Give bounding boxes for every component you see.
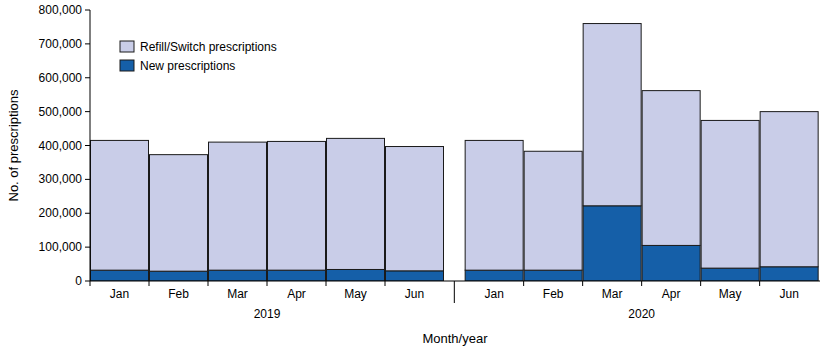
y-tick bbox=[85, 213, 90, 214]
x-tick bbox=[700, 281, 701, 286]
bar-segment bbox=[583, 206, 641, 281]
bar-segment bbox=[583, 24, 641, 206]
bar-segment bbox=[465, 140, 523, 270]
bar-segment bbox=[760, 112, 818, 267]
x-group-label: 2020 bbox=[628, 307, 655, 321]
x-tick-label: Feb bbox=[168, 287, 189, 301]
y-tick bbox=[85, 10, 90, 11]
bar-segment bbox=[209, 142, 267, 270]
x-tick bbox=[582, 281, 583, 286]
x-tick-label: May bbox=[344, 287, 367, 301]
y-tick bbox=[85, 281, 90, 282]
y-tick bbox=[85, 77, 90, 78]
y-tick-label: 500,000 bbox=[39, 105, 83, 119]
x-axis bbox=[90, 281, 820, 282]
x-tick-label: Jun bbox=[779, 287, 798, 301]
y-tick bbox=[85, 247, 90, 248]
bar-segment bbox=[150, 155, 208, 272]
bar-segment bbox=[327, 269, 385, 281]
y-axis bbox=[90, 10, 91, 281]
bar-segment bbox=[524, 151, 582, 270]
y-tick-label: 700,000 bbox=[39, 37, 83, 51]
x-tick-label: Apr bbox=[287, 287, 306, 301]
x-tick bbox=[90, 281, 91, 286]
bar-segment bbox=[524, 270, 582, 281]
x-tick bbox=[385, 281, 386, 286]
legend-label: New prescriptions bbox=[140, 59, 235, 73]
bar-segment bbox=[642, 245, 700, 281]
group-separator bbox=[454, 281, 455, 303]
bar-segment bbox=[386, 271, 444, 281]
x-tick-label: May bbox=[719, 287, 742, 301]
x-tick-label: Jan bbox=[484, 287, 503, 301]
x-tick-label: Feb bbox=[543, 287, 564, 301]
bar-segment bbox=[268, 141, 326, 270]
bar-segment bbox=[386, 147, 444, 271]
legend-swatch bbox=[120, 41, 134, 52]
y-tick-label: 100,000 bbox=[39, 240, 83, 254]
chart: 0 100,000 200,000 300,000 400,000 500,000 600,… bbox=[0, 0, 834, 349]
bar-segment bbox=[760, 267, 818, 281]
x-tick-label: Apr bbox=[662, 287, 681, 301]
x-tick-label: Mar bbox=[227, 287, 248, 301]
x-tick bbox=[641, 281, 642, 286]
legend-swatch bbox=[120, 60, 134, 71]
x-tick bbox=[208, 281, 209, 286]
bar-segment bbox=[642, 91, 700, 246]
bar-segment bbox=[327, 138, 385, 269]
bar-segment bbox=[465, 270, 523, 281]
y-axis-title: No. of prescriptions bbox=[6, 89, 21, 201]
x-tick bbox=[326, 281, 327, 286]
bar-segment bbox=[268, 270, 326, 281]
bar-segment bbox=[701, 268, 759, 281]
y-tick bbox=[85, 111, 90, 112]
y-tick-label: 0 bbox=[75, 274, 82, 288]
legend-label: Refill/Switch prescriptions bbox=[140, 40, 277, 54]
y-tick-label: 600,000 bbox=[39, 71, 83, 85]
x-tick bbox=[149, 281, 150, 286]
bar-segment bbox=[701, 120, 759, 268]
y-tick bbox=[85, 145, 90, 146]
y-tick-label: 800,000 bbox=[39, 3, 83, 17]
bar-segment bbox=[150, 271, 208, 281]
x-tick bbox=[523, 281, 524, 286]
x-tick-label: Mar bbox=[602, 287, 623, 301]
x-tick-label: Jan bbox=[110, 287, 129, 301]
x-group-label: 2019 bbox=[254, 307, 281, 321]
y-tick bbox=[85, 179, 90, 180]
bar-segment bbox=[209, 270, 267, 281]
y-tick bbox=[85, 43, 90, 44]
x-tick-label: Jun bbox=[405, 287, 424, 301]
x-tick bbox=[267, 281, 268, 286]
bars bbox=[91, 24, 819, 281]
y-tick-label: 200,000 bbox=[39, 206, 83, 220]
bar-segment bbox=[91, 270, 149, 281]
y-tick-label: 400,000 bbox=[39, 139, 83, 153]
x-axis-title: Month/year bbox=[422, 331, 488, 346]
y-tick-label: 300,000 bbox=[39, 172, 83, 186]
x-tick bbox=[759, 281, 760, 286]
bar-segment bbox=[91, 140, 149, 270]
